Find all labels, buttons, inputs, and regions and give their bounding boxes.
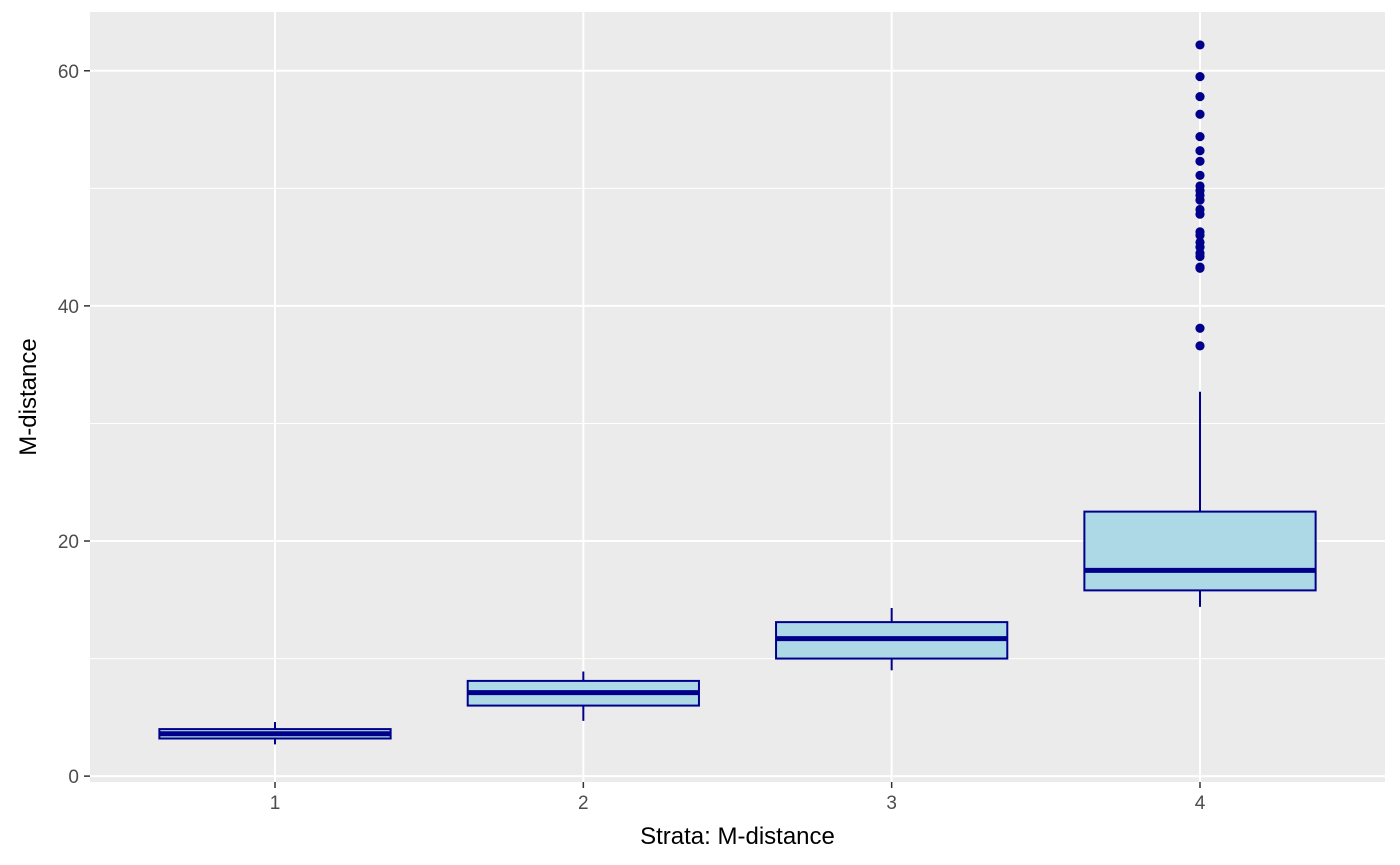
outlier-point xyxy=(1195,40,1205,50)
axis-tick-labels: 0 20 40 60 1 2 3 4 xyxy=(58,62,1206,814)
outlier-point xyxy=(1195,204,1205,215)
box-iqr xyxy=(1083,510,1317,592)
box-series xyxy=(158,40,1317,745)
outlier-point xyxy=(1195,237,1205,248)
grid-minor-lines xyxy=(90,187,1385,660)
box-category-1 xyxy=(158,722,392,745)
outlier-point xyxy=(1195,92,1205,102)
x-tick-label: 3 xyxy=(886,793,897,814)
outlier-point xyxy=(1195,109,1205,119)
box-category-2 xyxy=(466,671,700,721)
outlier-point xyxy=(1195,181,1205,191)
outlier-point xyxy=(1195,132,1205,142)
outlier-point xyxy=(1195,341,1205,351)
outlier-point xyxy=(1195,170,1205,181)
outlier-point xyxy=(1195,262,1205,272)
y-axis-title: M-distance xyxy=(15,338,42,455)
y-tick-label: 40 xyxy=(58,297,79,318)
box-category-4 xyxy=(1083,40,1317,607)
box-category-3 xyxy=(775,608,1009,671)
y-tick-label: 20 xyxy=(58,532,79,553)
outlier-point xyxy=(1195,72,1205,82)
y-tick-label: 60 xyxy=(58,62,79,83)
outlier-point xyxy=(1195,146,1205,156)
x-tick-label: 4 xyxy=(1195,793,1206,814)
x-tick-label: 2 xyxy=(578,793,589,814)
plot-panel xyxy=(90,12,1385,782)
x-axis-title: Strata: M-distance xyxy=(640,823,835,850)
outlier-point xyxy=(1195,156,1205,166)
y-tick-label: 0 xyxy=(68,767,79,788)
outlier-point xyxy=(1195,323,1205,333)
outlier-point xyxy=(1195,227,1205,237)
x-tick-label: 1 xyxy=(270,793,281,814)
axis-ticks xyxy=(84,70,1201,788)
